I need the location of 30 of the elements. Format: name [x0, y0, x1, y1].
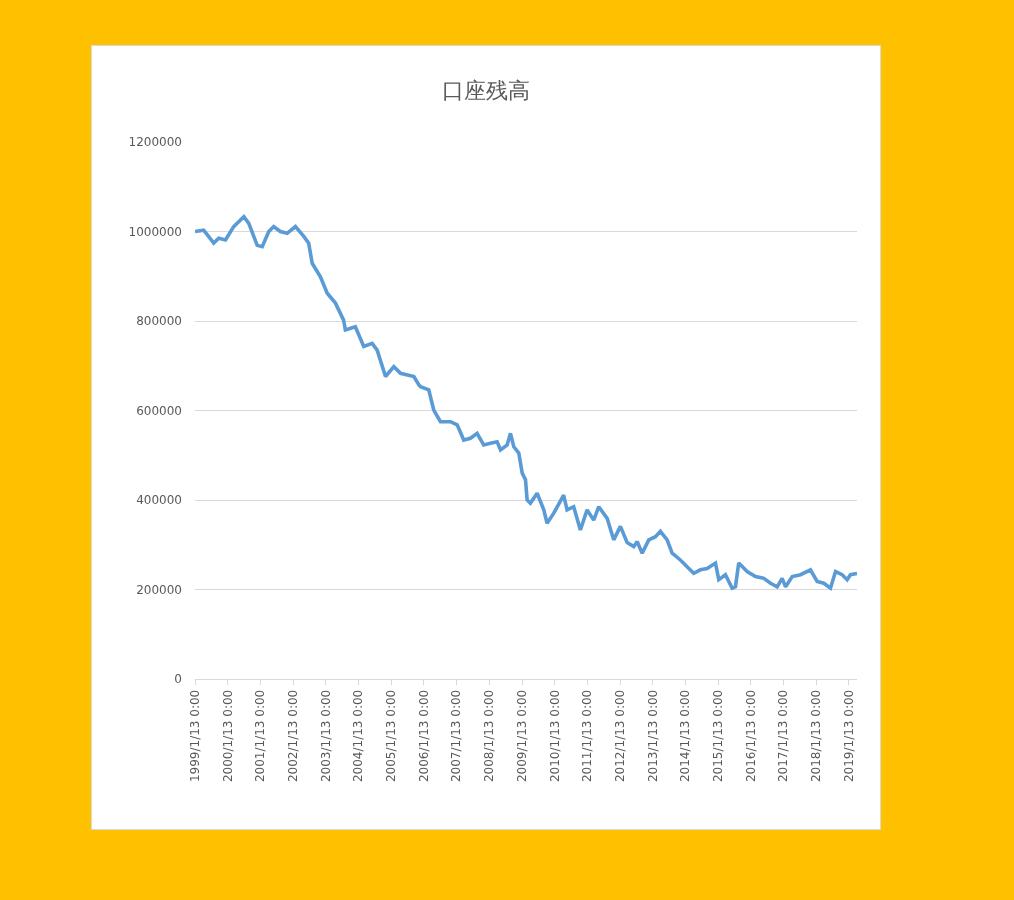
x-tick-label: 2009/1/13 0:00 [514, 689, 529, 783]
x-tick-label: 2012/1/13 0:00 [612, 689, 627, 783]
y-tick-label: 200000 [136, 582, 182, 597]
x-tick-label: 2003/1/13 0:00 [318, 689, 333, 783]
x-tick-label: 2010/1/13 0:00 [547, 689, 562, 783]
x-tick-label: 2017/1/13 0:00 [776, 689, 791, 783]
y-tick-label: 400000 [136, 493, 182, 508]
x-tick-label: 2011/1/13 0:00 [580, 689, 595, 783]
y-tick-label: 800000 [136, 314, 182, 329]
x-tick-label: 2016/1/13 0:00 [743, 689, 758, 783]
x-tick-label: 2007/1/13 0:00 [449, 689, 464, 783]
x-tick-label: 2013/1/13 0:00 [645, 689, 660, 783]
x-tick-label: 2006/1/13 0:00 [416, 689, 431, 783]
x-tick-label: 2019/1/13 0:00 [841, 689, 856, 783]
y-tick-label: 1200000 [128, 135, 182, 150]
x-tick-label: 2018/1/13 0:00 [809, 689, 824, 783]
line-series [195, 214, 857, 590]
x-tick-label: 1999/1/13 0:00 [187, 689, 202, 783]
x-tick-label: 2008/1/13 0:00 [482, 689, 497, 783]
y-tick-label: 0 [174, 672, 182, 687]
x-tick-label: 2004/1/13 0:00 [351, 689, 366, 783]
x-tick-label: 2015/1/13 0:00 [711, 689, 726, 783]
x-tick-label: 2001/1/13 0:00 [253, 689, 268, 783]
x-tick-label: 2000/1/13 0:00 [220, 689, 235, 783]
y-tick-label: 1000000 [128, 224, 182, 239]
y-tick-label: 600000 [136, 403, 182, 418]
x-tick-label: 2002/1/13 0:00 [286, 689, 301, 783]
chart-title: 口座残高 [442, 77, 530, 103]
x-tick-label: 2005/1/13 0:00 [384, 689, 399, 783]
x-tick-label: 2014/1/13 0:00 [678, 689, 693, 783]
